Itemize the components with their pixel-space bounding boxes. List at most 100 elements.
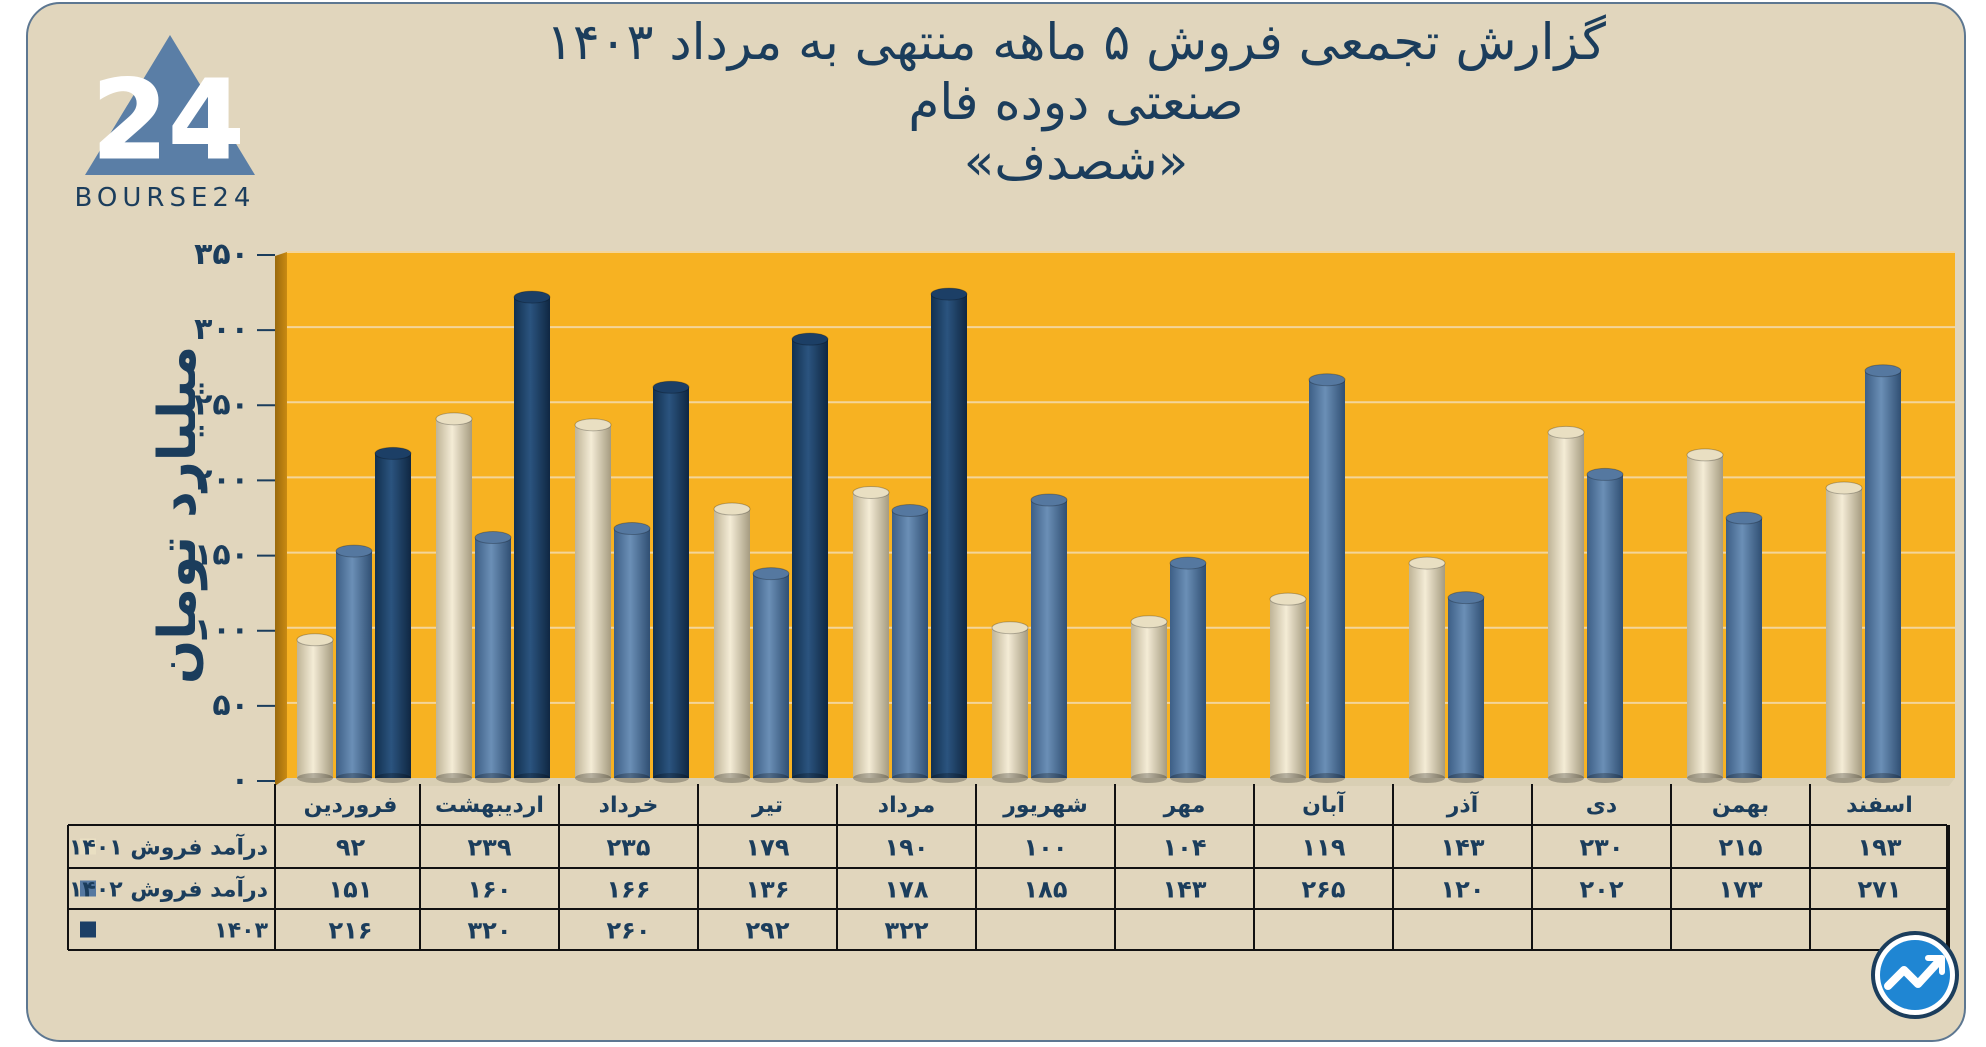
bar (992, 627, 1028, 778)
bar-top (652, 380, 690, 394)
bar-top (1030, 493, 1068, 507)
bar-base (892, 773, 928, 783)
bar-top (374, 446, 412, 460)
x-tick-label: اردیبهشت (435, 793, 544, 818)
y-tick-label: ۰ (231, 763, 249, 798)
bar (1826, 487, 1862, 778)
legend-swatch (80, 921, 96, 938)
bar (1309, 379, 1345, 778)
svg-text:24: 24 (91, 56, 244, 184)
bar-base (653, 773, 689, 783)
bar (575, 424, 611, 778)
bar (714, 508, 750, 778)
data-label: ۲۱۵ (1719, 834, 1763, 862)
bar-base (575, 773, 611, 783)
bar-top (791, 332, 829, 346)
bar (753, 573, 789, 778)
plot-side-wall (275, 252, 287, 786)
bar (853, 492, 889, 778)
y-tick-label: ۳۰۰ (194, 312, 249, 347)
data-label: ۱۵۱ (329, 876, 373, 904)
bar-top (1547, 425, 1585, 439)
data-label: ۲۳۰ (1580, 834, 1624, 862)
bar (1131, 621, 1167, 778)
bar-base (475, 773, 511, 783)
data-label: ۲۳۵ (607, 834, 651, 862)
bar (614, 528, 650, 778)
bar-base (375, 773, 411, 783)
bar-base (1826, 773, 1862, 783)
bar-top (1686, 448, 1724, 462)
data-label: ۲۰۲ (1580, 876, 1624, 904)
data-label: ۱۳۶ (746, 876, 790, 904)
bar-base (931, 773, 967, 783)
bourse24-logo: 24 (85, 35, 255, 185)
data-label: ۹۲ (336, 834, 366, 862)
bar-base (1687, 773, 1723, 783)
bar-top (574, 418, 612, 432)
data-label: ۱۷۸ (885, 876, 929, 904)
bar-base (1170, 773, 1206, 783)
bar-base (1548, 773, 1584, 783)
bar-base (1309, 773, 1345, 783)
bar-base (614, 773, 650, 783)
bar-top (1825, 481, 1863, 495)
bar (1031, 499, 1067, 778)
bar-top (1586, 467, 1624, 481)
bar-base (1031, 773, 1067, 783)
bar (1687, 454, 1723, 778)
x-tick-label: بهمن (1712, 793, 1769, 818)
x-tick-label: شهریور (1002, 793, 1088, 818)
bar-base (514, 773, 550, 783)
bar-base (1865, 773, 1901, 783)
bar-top (296, 633, 334, 647)
plot-floor (275, 778, 1955, 786)
bar (1726, 518, 1762, 778)
bar-top (1269, 592, 1307, 606)
data-label: ۱۰۴ (1163, 834, 1207, 862)
bar-base (436, 773, 472, 783)
x-tick-label: دی (1586, 793, 1617, 818)
data-label: ۳۲۲ (885, 917, 929, 945)
y-tick-label: ۵۰ (212, 688, 249, 723)
y-tick-label: ۱۵۰ (194, 538, 249, 573)
x-tick-label: آذر (1446, 790, 1479, 818)
x-tick-label: تیر (751, 793, 783, 818)
bar-top (1408, 556, 1446, 570)
bar-top (1447, 591, 1485, 605)
bar (436, 418, 472, 778)
bar-top (713, 502, 751, 516)
bar (1170, 563, 1206, 778)
bar (1865, 370, 1901, 778)
x-tick-label: خرداد (599, 793, 659, 818)
data-label: ۱۶۰ (468, 876, 512, 904)
bar-top (1725, 511, 1763, 525)
bar-top (891, 503, 929, 517)
bar-top (1130, 615, 1168, 629)
bar (514, 297, 550, 778)
bar-base (792, 773, 828, 783)
bar-base (753, 773, 789, 783)
bourse24-logo-text: BOURSE24 (74, 183, 256, 213)
bar (336, 551, 372, 778)
legend-entry: ۱۴۰۳ (214, 919, 268, 944)
bar-top (930, 287, 968, 301)
chart-title-block: گزارش تجمعی فروش ۵ ماهه منتهی به مرداد ۱… (28, 12, 1964, 192)
x-tick-label: آبان (1302, 790, 1345, 818)
bar (1548, 432, 1584, 778)
x-tick-label: مهر (1163, 793, 1206, 818)
bar (1448, 597, 1484, 778)
bar-base (336, 773, 372, 783)
bar-base (714, 773, 750, 783)
data-label: ۱۱۹ (1302, 834, 1346, 862)
data-label: ۱۷۳ (1719, 876, 1763, 904)
chart-subtitle: صنعتی دوده فام (908, 73, 1244, 131)
bar-top (435, 412, 473, 426)
bar-base (1726, 773, 1762, 783)
bar-top (852, 485, 890, 499)
bar (1409, 563, 1445, 778)
bar (375, 453, 411, 778)
bar (892, 510, 928, 778)
chart-title: گزارش تجمعی فروش ۵ ماهه منتهی به مرداد ۱… (546, 13, 1606, 71)
data-label: ۱۹۳ (1858, 834, 1902, 862)
